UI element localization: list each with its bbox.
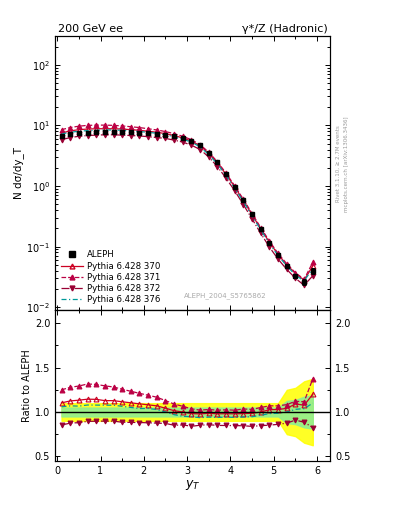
Text: mcplots.cern.ch [arXiv:1306.3436]: mcplots.cern.ch [arXiv:1306.3436] — [344, 116, 349, 211]
Legend: ALEPH, Pythia 6.428 370, Pythia 6.428 371, Pythia 6.428 372, Pythia 6.428 376: ALEPH, Pythia 6.428 370, Pythia 6.428 37… — [59, 249, 162, 306]
Text: Rivet 3.1.10, ≥ 2.7M events: Rivet 3.1.10, ≥ 2.7M events — [336, 125, 341, 202]
X-axis label: $y_T$: $y_T$ — [185, 478, 200, 493]
Text: 200 GeV ee: 200 GeV ee — [58, 25, 123, 34]
Y-axis label: N dσ/dy_T: N dσ/dy_T — [13, 147, 24, 199]
Text: γ*/Z (Hadronic): γ*/Z (Hadronic) — [242, 25, 327, 34]
Y-axis label: Ratio to ALEPH: Ratio to ALEPH — [22, 349, 32, 422]
Text: ALEPH_2004_S5765862: ALEPH_2004_S5765862 — [184, 292, 267, 299]
